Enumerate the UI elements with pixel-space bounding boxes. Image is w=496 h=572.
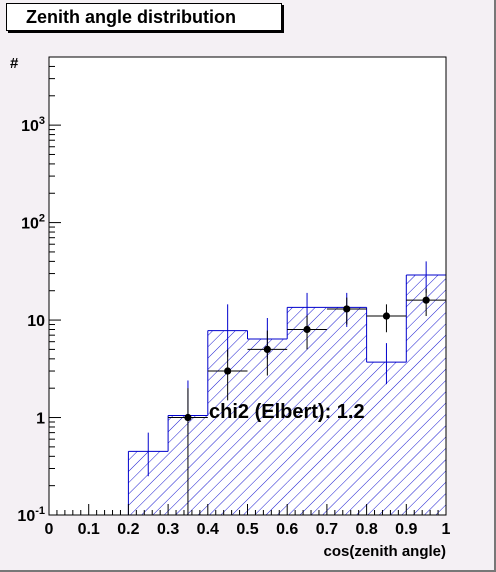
y-tick-label: 10-1 <box>17 505 45 525</box>
x-tick-label: 0.7 <box>316 521 338 538</box>
data-point <box>224 367 232 375</box>
y-axis-ticks: 10-1 1 10 102 103 <box>17 56 61 525</box>
y-tick-label: 102 <box>21 213 45 233</box>
x-tick-label: 0.4 <box>197 521 219 538</box>
y-tick-label: 10 <box>27 313 45 330</box>
data-point <box>303 325 311 334</box>
y-tick-label: 103 <box>21 115 45 135</box>
x-tick-label: 0.9 <box>395 521 417 538</box>
y-tick-label: 1 <box>36 411 45 428</box>
x-tick-label: 0.3 <box>157 521 179 538</box>
x-axis-ticks: 0 0.1 0.2 0.3 0.4 0.5 0.6 0.7 0.8 0.9 1 <box>45 504 451 538</box>
x-tick-label: 0.2 <box>117 521 139 538</box>
x-tick-label: 0.8 <box>355 521 377 538</box>
x-tick-label: 0.5 <box>236 521 258 538</box>
hist-bin <box>326 307 367 515</box>
y-axis-title: # <box>10 55 19 72</box>
chi2-annotation: chi2 (Elbert): 1.2 <box>209 401 365 423</box>
x-tick-label: 0.1 <box>78 521 100 538</box>
x-tick-label: 1 <box>442 521 451 538</box>
data-point <box>422 296 430 304</box>
x-axis-title: cos(zenith angle) <box>323 543 446 560</box>
data-point <box>263 345 271 354</box>
data-point <box>382 312 391 320</box>
x-tick-label: 0.6 <box>276 521 298 538</box>
x-tick-label: 0 <box>45 521 54 538</box>
data-point <box>184 413 192 422</box>
data-point <box>343 305 351 313</box>
data-points <box>168 288 446 515</box>
hist-bin <box>366 362 407 515</box>
chart-title: Zenith angle distribution <box>6 3 282 31</box>
